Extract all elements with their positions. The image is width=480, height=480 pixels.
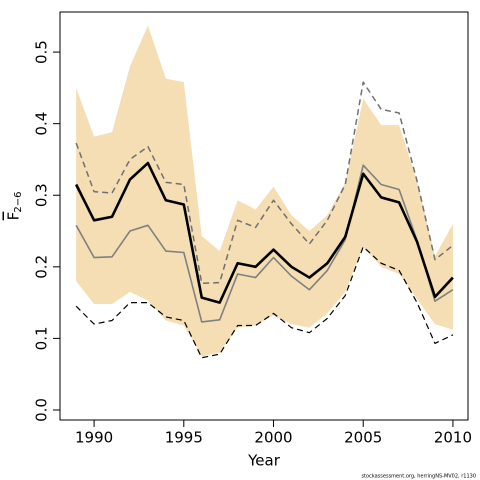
confidence-band [76, 25, 453, 357]
line [75, 81, 454, 285]
line [75, 246, 454, 359]
x-tick-label: 2000 [254, 429, 292, 447]
y-tick-label: 0.2 [33, 255, 51, 279]
y-tick-label: 0.3 [33, 183, 51, 207]
x-tick-label: 2010 [434, 429, 472, 447]
line [74, 161, 454, 304]
footnote: stockassessment.org, herringNS-MV02, r11… [361, 474, 476, 480]
y-tick-label: 0.0 [33, 398, 51, 422]
y-label-main: F [5, 212, 23, 221]
x-tick-label: 2005 [344, 429, 382, 447]
x-axis-label: Year [247, 452, 281, 470]
y-label-sub: 2−6 [13, 191, 24, 212]
plot-frame [59, 11, 469, 421]
y-axis-label: F 2−6 [5, 191, 25, 220]
y-tick-label: 0.1 [33, 326, 51, 350]
y-tick-label: 0.4 [33, 112, 51, 136]
line [75, 164, 454, 323]
y-tick-label: 0.5 [33, 40, 51, 64]
x-tick-label: 1990 [75, 429, 113, 447]
x-tick-label: 1995 [165, 429, 203, 447]
